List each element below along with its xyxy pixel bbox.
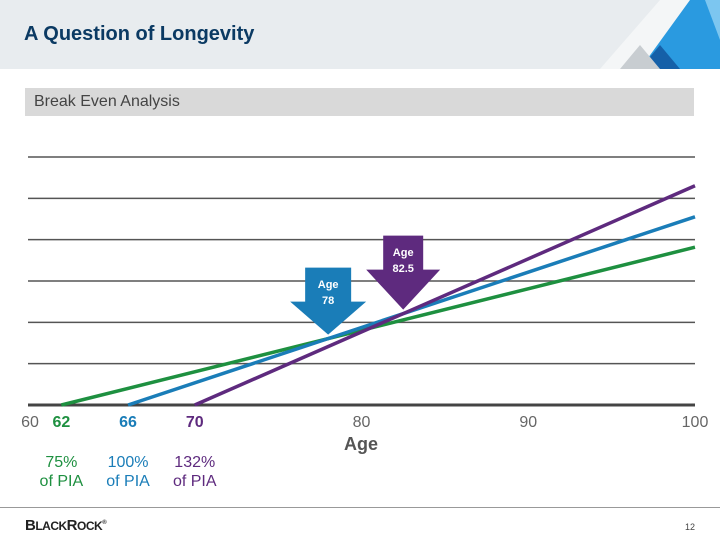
header-band <box>0 0 720 69</box>
annotation-arrow-82-5 <box>366 235 441 310</box>
benefit-unit: of PIA <box>172 473 217 490</box>
benefit-label-66: 100% of PIA <box>106 453 150 491</box>
page-number: 12 <box>685 522 696 532</box>
benefit-percent: 100% <box>107 454 149 471</box>
benefit-label-70: 132% of PIA <box>173 453 217 491</box>
x-tick-100: 100 <box>681 414 709 431</box>
annotation-arrow-78 <box>290 267 367 335</box>
footer-divider <box>0 507 720 508</box>
section-header: Break Even Analysis <box>25 88 694 116</box>
annotation-age-82-5-label: Age 82.5 <box>392 246 414 275</box>
benefit-percent: 132% <box>174 454 216 471</box>
blackrock-logo: BLACKROCK® <box>25 517 107 534</box>
x-tick-66: 66 <box>119 414 137 431</box>
section-title: Break Even Analysis <box>34 93 180 110</box>
x-tick-90: 90 <box>519 414 538 431</box>
series-line-70 <box>194 184 696 407</box>
x-tick-62: 62 <box>52 414 71 431</box>
benefit-percent: 75% <box>45 454 78 471</box>
benefit-unit: of PIA <box>106 473 150 490</box>
header-decoration <box>600 0 720 69</box>
benefit-label-62: 75% of PIA <box>40 453 84 491</box>
page-title: A Question of Longevity <box>24 23 255 45</box>
x-axis-label: Age <box>343 434 379 454</box>
benefit-unit: of PIA <box>39 473 84 490</box>
x-tick-80: 80 <box>352 414 371 431</box>
annotation-age-78-label: Age 78 <box>317 278 339 307</box>
x-tick-70: 70 <box>185 414 204 431</box>
x-tick-60: 60 <box>21 414 39 431</box>
